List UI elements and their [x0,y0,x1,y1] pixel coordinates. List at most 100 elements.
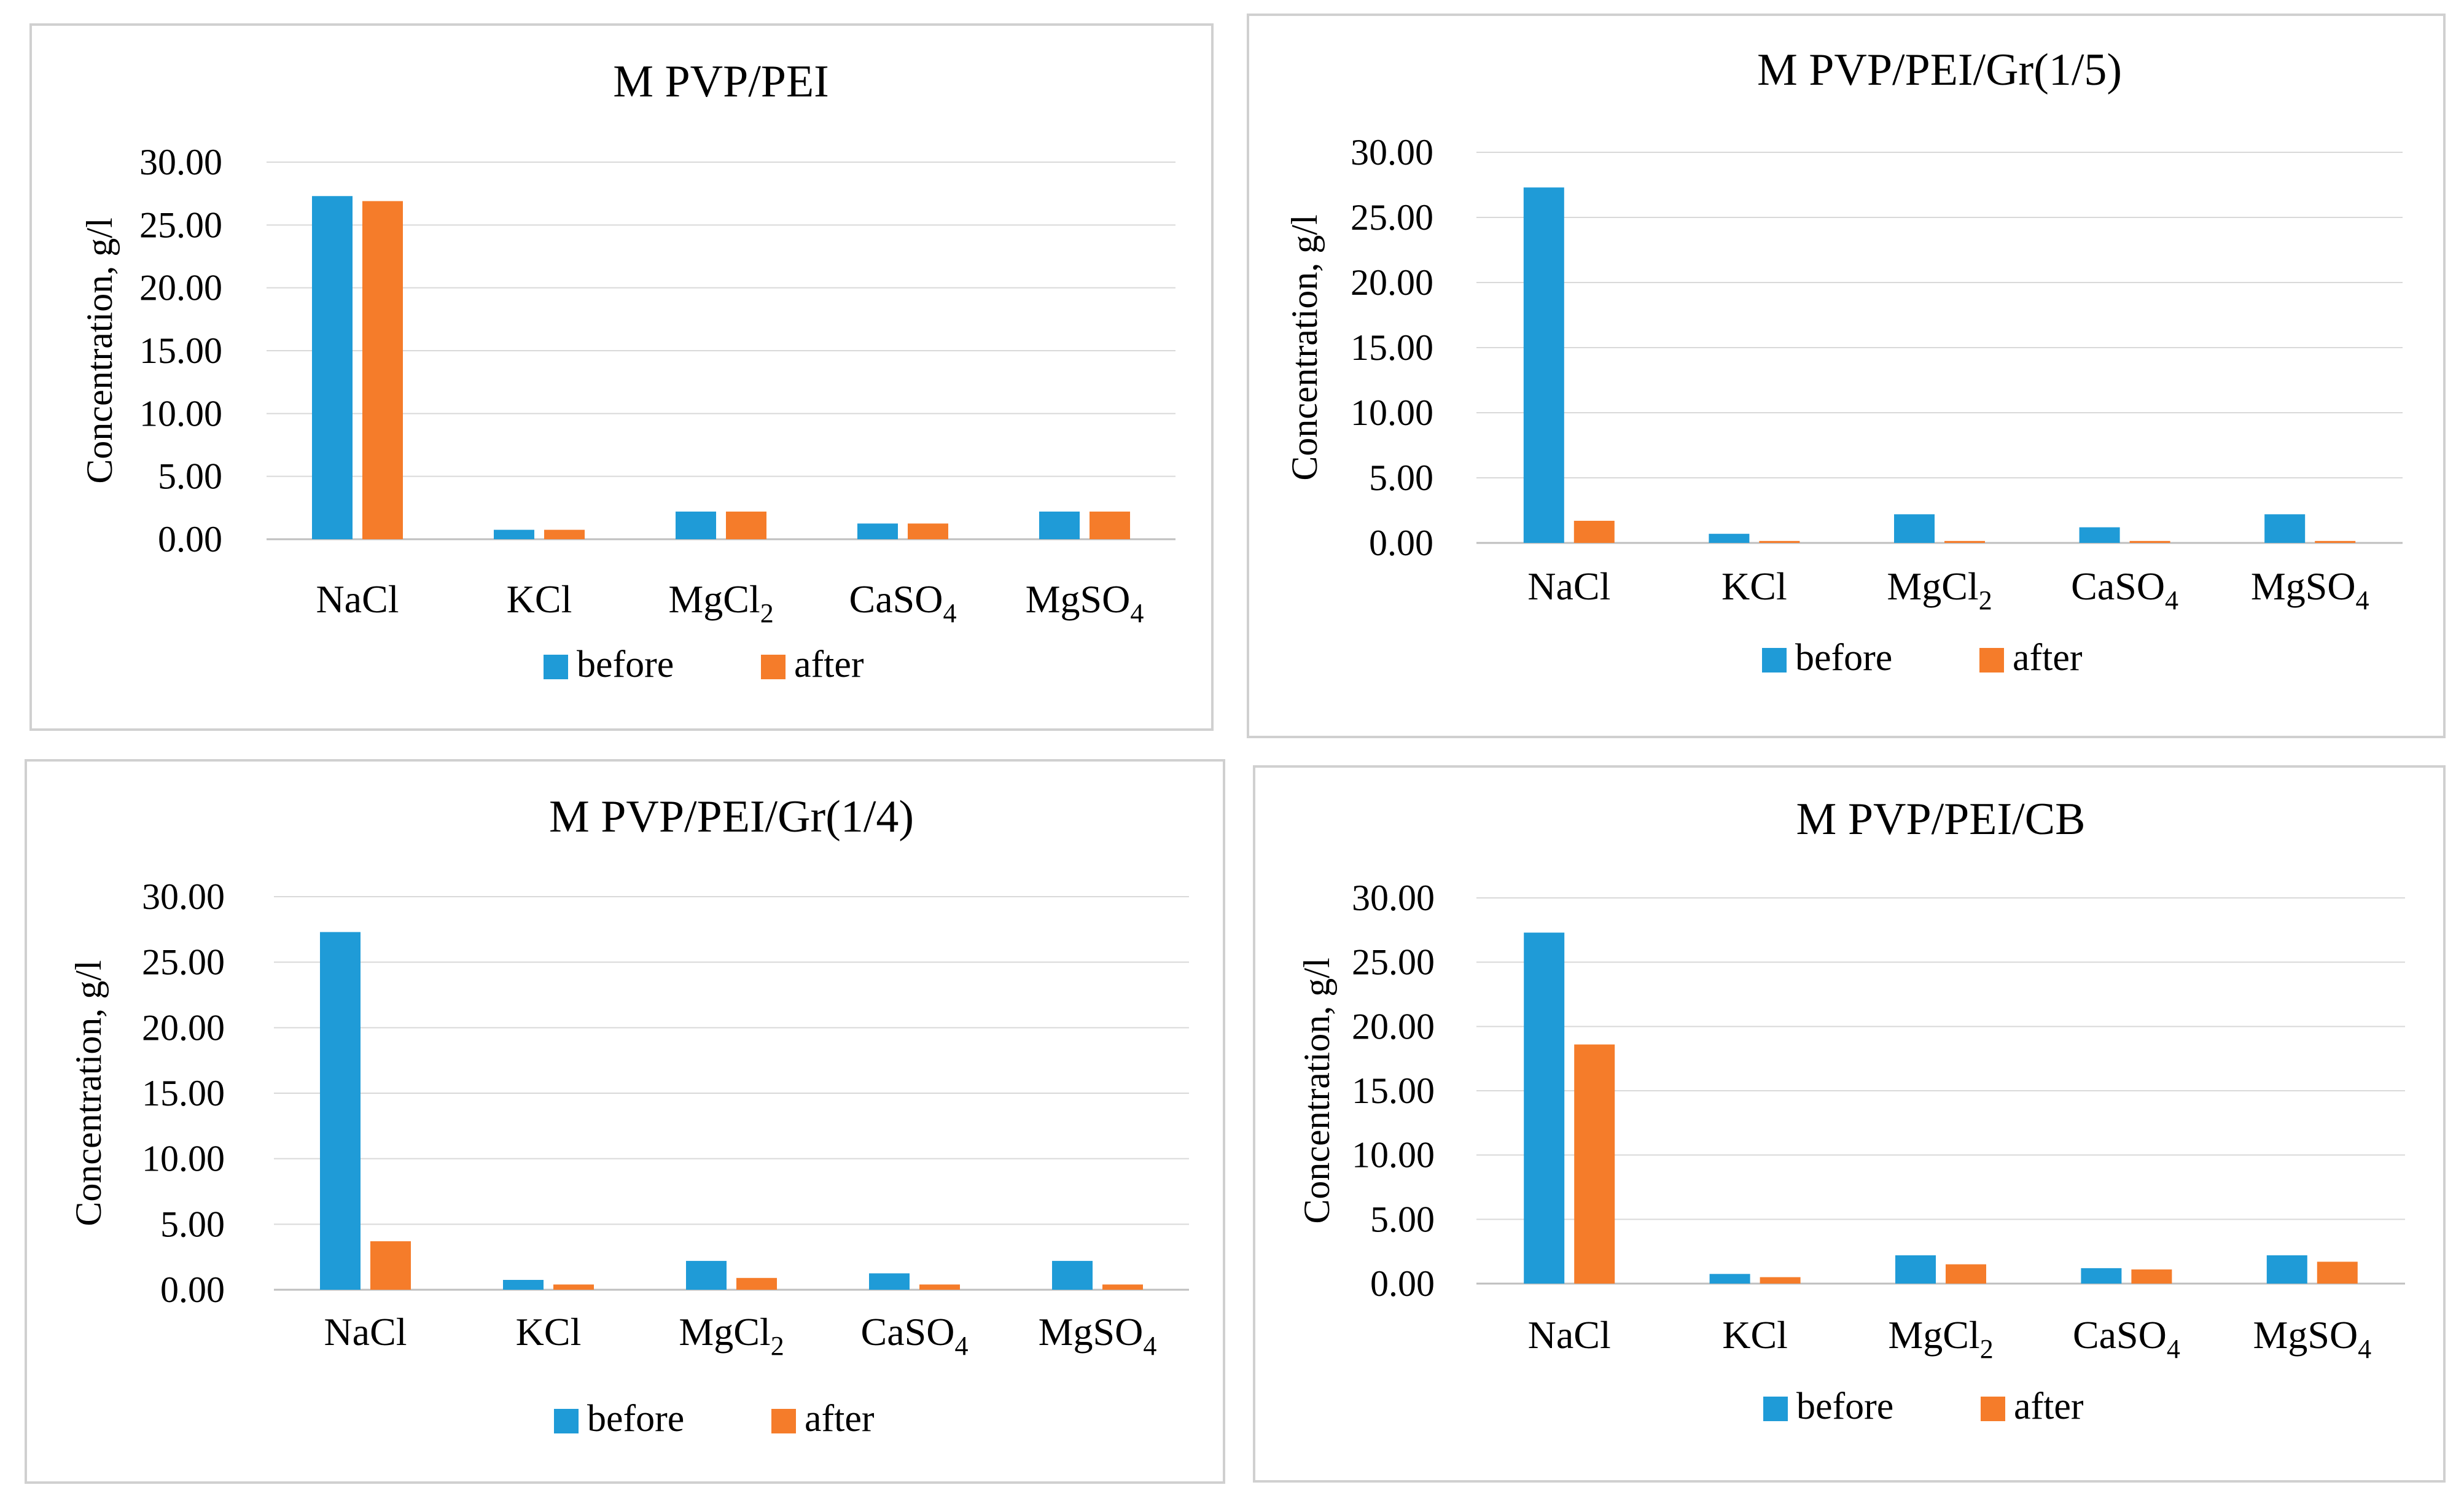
legend-label-before: before [587,1398,684,1440]
bar-after-MgCl2 [1946,1264,1986,1284]
y-tick-label: 0.00 [160,1269,225,1310]
bar-after-CaSO4 [908,523,948,539]
bar-after-MgCl2 [1944,540,1985,543]
y-tick-label: 30.00 [1352,878,1435,918]
bar-before-KCl [503,1280,544,1290]
y-tick-label: 0.00 [1370,1263,1435,1304]
legend-swatch-after [771,1409,796,1433]
y-axis-label: Concentration, g/l [1296,957,1337,1223]
bar-after-MgSO4 [1090,511,1130,539]
bar-after-NaCl [1573,520,1615,543]
y-tick-label: 25.00 [1351,197,1433,238]
bar-before-KCl [1709,534,1750,543]
bar-after-MgCl2 [736,1277,777,1290]
y-tick-label: 25.00 [1352,942,1435,983]
y-tick-label: 15.00 [139,330,222,371]
y-axis-label: Concentration, g/l [68,960,109,1226]
legend-label-before: before [1795,637,1892,679]
x-tick-label: KCl [516,1310,582,1354]
chart-panel-pvp-pei-cb: M PVP/PEI/CB 0.00 5.00 10.00 15.00 20.00 25.00… [1253,765,2446,1483]
chart-pvp-pei: M PVP/PEI 0.00 5.00 10.00 15.00 20.00 25.00 30.… [79,57,1175,685]
chart-title: M PVP/PEI/Gr(1/4) [549,792,914,842]
bar-before-MgSO4 [2266,1255,2307,1284]
y-tick-label: 10.00 [1352,1135,1435,1175]
bar-after-MgSO4 [1102,1284,1143,1290]
x-tick-label: KCl [1722,1313,1788,1357]
y-tick-label: 20.00 [1352,1006,1435,1047]
y-tick-label: 0.00 [1369,523,1433,563]
x-tick-label: MgCl2 [679,1310,784,1361]
bar-before-KCl [494,529,534,539]
y-tick-label: 20.00 [139,268,222,308]
bar-before-MgCl2 [676,511,716,539]
y-tick-label: 15.00 [1351,327,1433,368]
legend-label-before: before [577,644,674,685]
chart-title: M PVP/PEI [613,57,829,107]
legend-label-after: after [794,644,864,685]
bar-after-KCl [1760,1277,1801,1284]
bar-after-CaSO4 [919,1284,960,1290]
bar-before-CaSO4 [2081,1268,2122,1284]
x-tick-label: MgSO4 [1039,1310,1157,1361]
y-tick-label: 0.00 [158,519,222,559]
x-tick-label: KCl [507,577,572,621]
bar-before-MgSO4 [1052,1261,1093,1290]
legend-label-after: after [805,1398,875,1440]
x-tick-label: MgSO4 [1026,577,1144,628]
x-tick-label: MgCl2 [1888,1313,1993,1364]
y-tick-label: 5.00 [1370,1199,1435,1239]
bar-before-CaSO4 [2079,527,2120,543]
chart-panel-pvp-pei-gr-1-4: M PVP/PEI/Gr(1/4) 0.00 5.00 10.00 15.00 20.00… [25,759,1225,1484]
chart-title: M PVP/PEI/CB [1796,794,2086,844]
bar-after-MgSO4 [2317,1261,2358,1284]
bar-before-NaCl [1524,932,1565,1284]
x-tick-label: NaCl [324,1310,407,1354]
x-tick-label: NaCl [316,577,399,621]
bar-before-NaCl [1523,187,1564,543]
y-tick-label: 10.00 [139,393,222,434]
bar-before-NaCl [312,196,353,539]
legend-label-before: before [1796,1386,1893,1427]
legend-swatch-before [1762,648,1787,673]
x-tick-label: MgSO4 [2251,564,2369,615]
x-tick-label: CaSO4 [861,1310,969,1361]
legend-label-after: after [2013,637,2083,679]
x-tick-label: NaCl [1528,1313,1611,1357]
legend-swatch-after [1979,648,2004,673]
chart-pvp-pei-gr-1-4: M PVP/PEI/Gr(1/4) 0.00 5.00 10.00 15.00 20.00… [68,792,1189,1440]
y-axis-label: Concentration, g/l [79,217,120,483]
x-tick-label: MgCl2 [668,577,773,628]
y-tick-label: 20.00 [142,1007,225,1048]
bar-before-MgSO4 [1039,511,1080,539]
bar-after-NaCl [362,201,403,539]
bar-before-CaSO4 [857,523,898,539]
chart-pvp-pei-cb: M PVP/PEI/CB 0.00 5.00 10.00 15.00 20.00 25.00… [1296,794,2405,1427]
y-axis-label: Concentration, g/l [1284,214,1325,480]
bar-after-MgSO4 [2315,540,2356,543]
bar-before-MgCl2 [686,1261,727,1290]
bar-before-MgSO4 [2264,514,2306,543]
x-tick-label: CaSO4 [2071,564,2178,615]
bar-after-CaSO4 [2131,1269,2172,1284]
chart-panel-pvp-pei-gr-1-5: M PVP/PEI/Gr(1/5) 0.00 5.00 10.00 15.00 20.00… [1247,14,2446,738]
bar-after-KCl [553,1284,594,1290]
bar-after-NaCl [370,1241,411,1290]
bar-before-NaCl [320,932,361,1290]
bar-after-NaCl [1574,1044,1615,1284]
x-tick-label: MgSO4 [2253,1313,2371,1364]
bar-before-CaSO4 [869,1273,910,1290]
legend-swatch-after [1981,1397,2005,1421]
y-tick-label: 15.00 [1352,1070,1435,1111]
bar-before-KCl [1709,1274,1750,1284]
chart-panel-pvp-pei: M PVP/PEI 0.00 5.00 10.00 15.00 20.00 25.00 30.… [29,23,1214,731]
x-tick-label: KCl [1721,564,1787,608]
bar-before-MgCl2 [1895,1255,1936,1284]
chart-title: M PVP/PEI/Gr(1/5) [1757,45,2122,95]
bar-before-MgCl2 [1894,514,1935,543]
y-tick-label: 30.00 [139,142,222,182]
y-tick-label: 10.00 [142,1139,225,1179]
chart-pvp-pei-gr-1-5: M PVP/PEI/Gr(1/5) 0.00 5.00 10.00 15.00 20.00… [1284,45,2403,679]
y-tick-label: 5.00 [158,456,222,497]
y-tick-label: 5.00 [1369,458,1433,498]
bar-after-MgCl2 [726,511,766,539]
